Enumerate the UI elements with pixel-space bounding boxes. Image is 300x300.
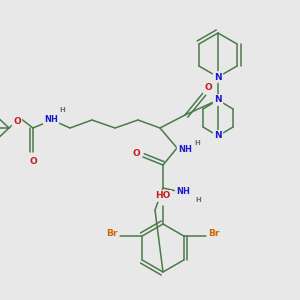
Text: Br: Br — [106, 230, 118, 238]
Text: Br: Br — [208, 230, 220, 238]
Text: N: N — [214, 131, 222, 140]
Text: H: H — [195, 197, 201, 203]
Text: O: O — [204, 83, 212, 92]
Text: O: O — [132, 149, 140, 158]
Text: HO: HO — [155, 191, 171, 200]
Text: N: N — [214, 73, 222, 82]
Text: H: H — [194, 140, 200, 146]
Text: N: N — [214, 95, 222, 104]
Text: NH: NH — [178, 146, 192, 154]
Text: O: O — [29, 157, 37, 166]
Text: NH: NH — [176, 187, 190, 196]
Text: NH: NH — [44, 115, 58, 124]
Text: O: O — [13, 118, 21, 127]
Text: H: H — [59, 107, 65, 113]
